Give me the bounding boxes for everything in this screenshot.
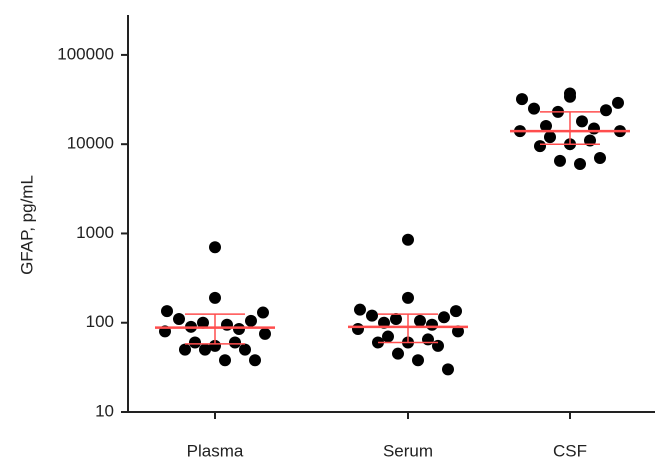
dot [209,241,221,254]
dot [554,154,566,167]
dot [412,354,424,367]
dot [189,336,201,349]
dot [528,102,540,115]
dot [219,354,231,367]
dot [574,157,586,170]
dot [239,343,251,356]
dot [257,306,269,319]
dot [209,291,221,304]
dot [534,140,546,153]
dot [414,314,426,327]
dot [352,323,364,336]
y-tick-label: 1000 [76,223,114,242]
dot [245,314,257,327]
y-tick-label: 100000 [57,44,114,63]
y-axis-label: GFAP, pg/mL [17,175,36,275]
x-tick-label: Serum [383,441,433,460]
dot [442,363,454,376]
dot [249,354,261,367]
dot [516,93,528,106]
x-tick-label: CSF [553,441,587,460]
dot [450,305,462,318]
y-tick-label: 10 [95,401,114,420]
dot [209,339,221,352]
dot [233,323,245,336]
dot [600,104,612,117]
dot [173,313,185,326]
dot [588,122,600,135]
dot [392,347,404,360]
dot [612,96,624,109]
dot [544,131,556,144]
dot [438,311,450,324]
dot [197,316,209,329]
dot [199,343,211,356]
dot [432,339,444,352]
dot [161,305,173,318]
dot [390,313,402,326]
dot [259,327,271,340]
dot [594,152,606,165]
dot [426,318,438,331]
dot [229,336,241,349]
dot [402,291,414,304]
dot [179,343,191,356]
dot [354,303,366,316]
dot [422,333,434,346]
dot [452,325,464,338]
dot [540,119,552,132]
y-tick-label: 10000 [67,134,114,153]
dot [382,330,394,343]
dot [366,309,378,322]
dot [564,90,576,103]
dot [576,115,588,128]
y-tick-label: 100 [86,312,114,331]
x-tick-label: Plasma [187,441,244,460]
dot [402,233,414,246]
